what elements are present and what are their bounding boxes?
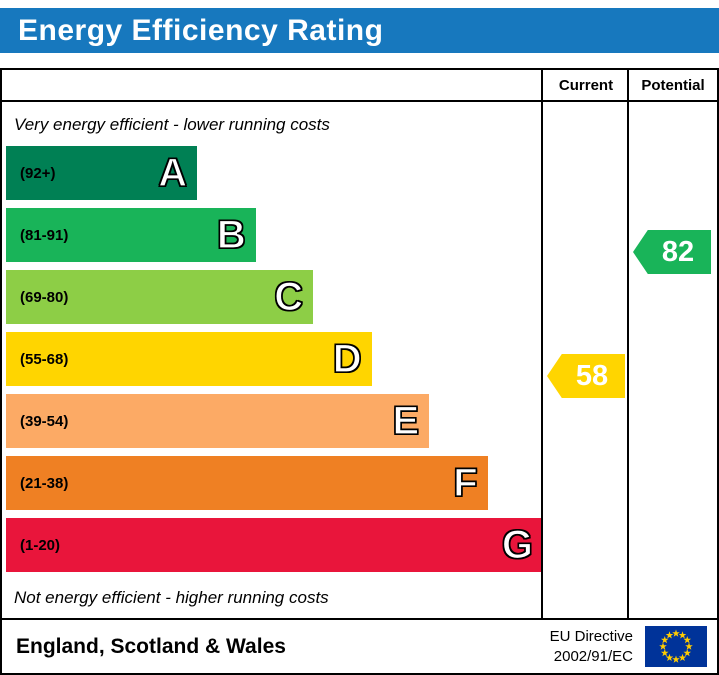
eu-directive-block: EU Directive 2002/91/EC bbox=[550, 626, 707, 667]
potential-cell bbox=[629, 332, 717, 394]
rating-bar: (69-80) C bbox=[6, 270, 314, 324]
band-range-label: (1-20) bbox=[20, 536, 61, 554]
band-row: (39-54) E bbox=[2, 394, 717, 456]
eu-flag-star bbox=[660, 636, 669, 644]
page-title: Energy Efficiency Rating bbox=[18, 13, 384, 47]
eu-flag-icon bbox=[645, 626, 707, 667]
potential-cell bbox=[629, 146, 717, 208]
current-cell: 58 bbox=[543, 332, 629, 398]
band-range-label: (21-38) bbox=[20, 474, 69, 492]
bottom-caption: Not energy efficient - higher running co… bbox=[14, 588, 329, 607]
potential-cell bbox=[629, 394, 717, 456]
band-letter: D bbox=[332, 337, 362, 381]
eu-flag-star bbox=[672, 655, 680, 663]
band-range-label: (39-54) bbox=[20, 412, 69, 430]
band-row: (55-68) D 58 bbox=[2, 332, 717, 398]
eu-directive-line2: 2002/91/EC bbox=[553, 647, 633, 665]
band-row: (21-38) F bbox=[2, 456, 717, 518]
rating-bar: (92+) A bbox=[6, 146, 198, 200]
current-cell bbox=[543, 518, 629, 580]
eu-flag-star bbox=[665, 631, 674, 639]
band-range-label: (55-68) bbox=[20, 350, 69, 368]
rating-bar: (39-54) E bbox=[6, 394, 430, 448]
current-cell bbox=[543, 394, 629, 456]
rating-bar: (1-20) G bbox=[6, 518, 543, 572]
potential-column-divider bbox=[627, 70, 629, 618]
eu-flag-star bbox=[660, 649, 669, 657]
eu-directive-line1: EU Directive bbox=[549, 628, 633, 645]
band-row: (69-80) C bbox=[2, 270, 717, 332]
eu-flag-star bbox=[683, 649, 692, 657]
eu-flag-star bbox=[678, 653, 687, 661]
potential-cell bbox=[629, 518, 717, 580]
rating-bands: (92+) A (81-91) B 82 (69-80) C (55-68) D 58 … bbox=[2, 146, 717, 580]
band-letter: G bbox=[501, 523, 533, 567]
header-spacer bbox=[2, 70, 543, 100]
potential-cell bbox=[629, 456, 717, 518]
band-letter: F bbox=[453, 461, 479, 505]
eu-flag-star bbox=[665, 653, 674, 661]
eu-flag-star bbox=[659, 642, 667, 650]
potential-column-header: Potential bbox=[641, 76, 705, 94]
footer: England, Scotland & Wales EU Directive 2… bbox=[0, 620, 719, 675]
band-range-label: (81-91) bbox=[20, 226, 69, 244]
potential-cell: 82 bbox=[629, 208, 717, 274]
current-cell bbox=[543, 146, 629, 208]
current-cell bbox=[543, 456, 629, 518]
rating-bar: (55-68) D bbox=[6, 332, 372, 386]
current-rating-pointer: 58 bbox=[547, 354, 625, 398]
current-cell bbox=[543, 208, 629, 270]
top-caption: Very energy efficient - lower running co… bbox=[14, 115, 330, 134]
eu-flag-star bbox=[672, 629, 680, 637]
current-cell bbox=[543, 270, 629, 332]
band-range-label: (69-80) bbox=[20, 288, 69, 306]
current-column-header: Current bbox=[558, 76, 614, 94]
rating-bar: (81-91) B bbox=[6, 208, 256, 262]
band-letter: A bbox=[158, 151, 188, 195]
epc-chart: Current Potential Very energy efficient … bbox=[0, 68, 719, 620]
band-letter: B bbox=[216, 213, 246, 257]
eu-flag-star bbox=[685, 642, 693, 650]
eu-flag-star bbox=[678, 631, 687, 639]
rating-bar: (21-38) F bbox=[6, 456, 488, 510]
band-letter: E bbox=[392, 399, 420, 443]
potential-rating-pointer: 82 bbox=[633, 230, 711, 274]
band-row: (81-91) B 82 bbox=[2, 208, 717, 274]
eu-flag-star bbox=[683, 636, 692, 644]
eu-directive-text: EU Directive 2002/91/EC bbox=[550, 627, 633, 666]
title-banner: Energy Efficiency Rating bbox=[0, 8, 719, 53]
current-column-divider bbox=[541, 70, 543, 618]
band-range-label: (92+) bbox=[20, 164, 56, 182]
band-row: (1-20) G bbox=[2, 518, 717, 580]
potential-cell bbox=[629, 270, 717, 332]
band-letter: C bbox=[274, 275, 304, 319]
band-row: (92+) A bbox=[2, 146, 717, 208]
chart-header-row: Current Potential bbox=[2, 70, 717, 102]
region-label: England, Scotland & Wales bbox=[16, 634, 286, 658]
